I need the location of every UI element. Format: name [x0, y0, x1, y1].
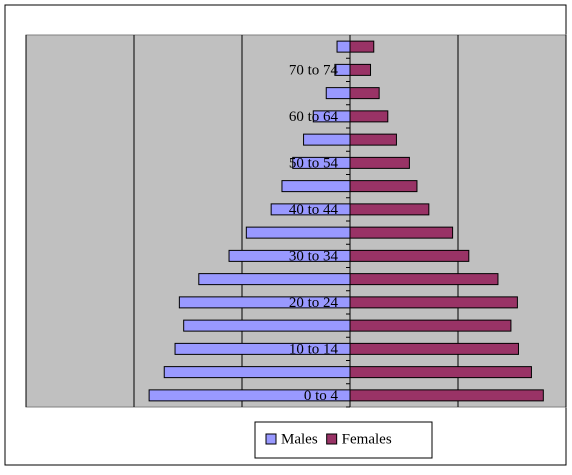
category-label: 70 to 74: [289, 62, 339, 78]
bar: [303, 133, 351, 146]
bar: [281, 180, 351, 193]
bar: [349, 389, 544, 402]
bar: [349, 180, 418, 193]
legend-label: Males: [281, 431, 318, 447]
legend-swatch: [265, 433, 277, 445]
bar: [349, 366, 532, 379]
legend-items: Males Females: [265, 431, 392, 447]
labels: 0 to 4 10 to 14 20 to 24 30 to 34 40 to 44 50…: [289, 57, 350, 408]
bar: [349, 133, 397, 146]
bar: [349, 40, 375, 53]
bar: [198, 273, 351, 286]
bar: [349, 273, 499, 286]
category-label: 50 to 54: [289, 155, 339, 171]
bars: [148, 40, 544, 402]
bar: [163, 366, 351, 379]
bar: [349, 342, 519, 355]
bar: [349, 226, 454, 239]
bar: [349, 203, 430, 216]
category-label: 40 to 44: [289, 202, 339, 218]
legend-swatch: [326, 433, 338, 445]
bar: [349, 156, 410, 169]
bar: [325, 87, 351, 100]
bar: [349, 319, 512, 332]
bar: [349, 110, 389, 123]
category-label: 0 to 4: [304, 388, 339, 404]
category-label: 20 to 24: [289, 295, 339, 311]
bar: [336, 40, 351, 53]
bar: [183, 319, 351, 332]
legend-label: Females: [342, 431, 392, 447]
bar: [349, 87, 380, 100]
bar: [245, 226, 351, 239]
bar: [349, 63, 372, 76]
bar: [349, 249, 470, 262]
category-label: 30 to 34: [289, 248, 339, 264]
bar: [349, 296, 518, 309]
category-label: 10 to 14: [289, 341, 339, 357]
category-label: 60 to 64: [289, 109, 339, 125]
legend: [254, 421, 433, 459]
